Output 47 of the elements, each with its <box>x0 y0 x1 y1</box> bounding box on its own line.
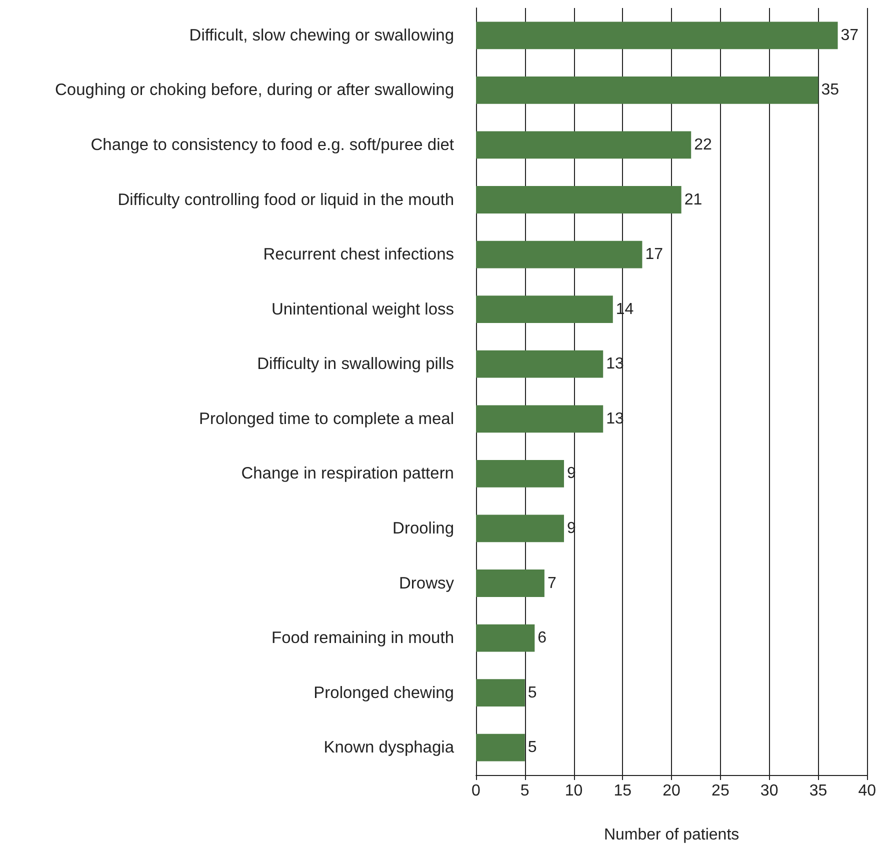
x-tick-label: 30 <box>760 782 778 800</box>
data-label: 5 <box>528 684 537 702</box>
bar <box>476 460 564 488</box>
data-label: 17 <box>645 246 664 264</box>
data-label: 22 <box>694 136 712 154</box>
data-label: 6 <box>538 630 547 647</box>
y-tick-label: Change to consistency to food e.g. soft/puree diet <box>90 136 454 154</box>
y-tick-label: Difficult, slow chewing or swallowing <box>189 26 454 44</box>
x-tick-label: 25 <box>712 782 730 800</box>
x-tick-label: 20 <box>662 782 681 800</box>
bar <box>476 624 535 652</box>
x-tick-label: 0 <box>472 782 481 800</box>
bar <box>476 131 692 159</box>
data-label: 37 <box>840 26 859 44</box>
data-label: 21 <box>684 191 702 208</box>
x-tick-label: 15 <box>614 782 632 800</box>
y-tick-label: Drowsy <box>398 574 455 592</box>
y-tick-label: Difficulty in swallowing pills <box>257 355 454 374</box>
data-label: 5 <box>528 739 537 756</box>
x-tick-label: 10 <box>564 782 583 800</box>
bar <box>476 296 613 324</box>
y-tick-label: Difficulty controlling food or liquid in the mouth <box>118 190 454 209</box>
data-label: 7 <box>547 574 556 592</box>
bar <box>476 76 818 104</box>
y-tick-label: Recurrent chest infections <box>263 246 454 264</box>
y-tick-label: Drooling <box>392 519 454 538</box>
bar <box>476 22 838 50</box>
bar <box>476 186 682 214</box>
x-tick-label: 5 <box>520 782 530 800</box>
y-tick-label: Known dysphagia <box>324 738 455 757</box>
bar <box>476 679 525 707</box>
x-axis-title: Number of patients <box>604 826 740 844</box>
y-tick-label: Prolonged chewing <box>314 684 454 702</box>
bar <box>476 240 642 268</box>
y-tick-label: Prolonged time to complete a meal <box>199 410 454 428</box>
y-tick-label: Change in respiration pattern <box>241 464 454 483</box>
bar <box>476 570 544 597</box>
data-label: 35 <box>821 82 840 99</box>
bar <box>476 350 604 378</box>
x-tick-label: 40 <box>858 782 876 800</box>
y-tick-label: Food remaining in mouth <box>271 629 454 648</box>
y-tick-label: Unintentional weight loss <box>271 300 454 318</box>
bar <box>476 405 604 433</box>
bar <box>476 514 564 542</box>
y-tick-label: Coughing or choking before, during or after swallowing <box>55 81 454 100</box>
x-tick-label: 35 <box>809 782 828 800</box>
bar <box>476 734 525 762</box>
